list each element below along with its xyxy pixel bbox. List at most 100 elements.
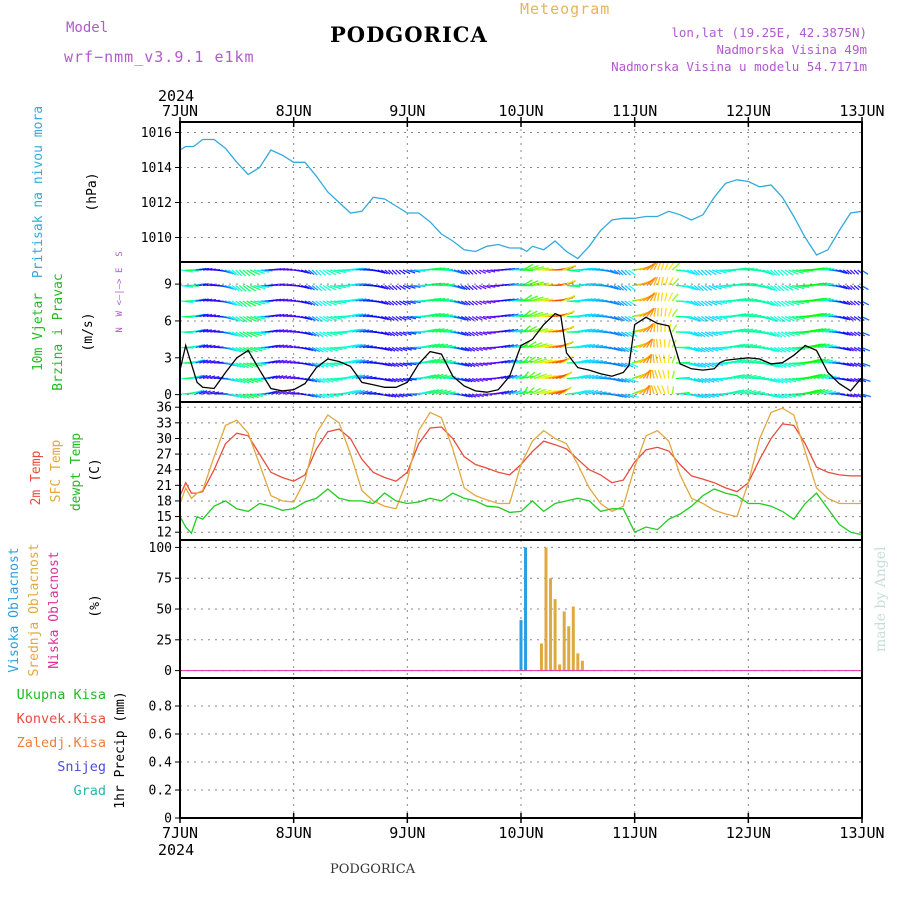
wind-arrow [522,371,529,379]
wind-arrow [652,354,655,364]
wind-arrow [697,331,706,338]
y-tick-label: 6 [164,314,172,329]
cloud-unit: (%) [88,594,103,617]
wind-arrow [464,269,471,275]
wind-arrow [708,346,719,352]
wind-arrow [206,360,216,364]
wind-arrow [253,300,266,305]
y-tick-label: 0.6 [149,728,172,743]
wind-arrow [308,362,317,368]
wind-arrow [839,284,848,290]
wind-arrow [435,374,448,380]
wind-arrow [242,284,251,292]
wind-arrow [697,377,707,384]
wind-arrow [304,331,313,336]
wind-arrow [628,346,638,353]
wind-arrow [810,312,824,318]
wind-arrow [424,389,436,395]
wind-arrow [238,269,246,277]
wind-arrow [780,300,790,307]
wind-arrow [617,393,627,399]
wind-arrow [617,300,625,307]
model-label: Model [66,20,109,36]
high-cloud-axis-label: Visoka Oblacnost [7,547,22,672]
temp2m-axis-label: 2m Temp [29,450,44,505]
wind-arrow [486,300,496,304]
wind-arrow [693,331,703,338]
wind-arrow [853,285,860,291]
wind-arrow [562,310,575,318]
wind_speed-line [179,312,863,393]
wind-arrow [471,393,480,398]
wind-arrow [380,315,389,321]
precip-legend-item: Grad [73,783,106,799]
wind-arrow [406,315,417,320]
wind-arrow [191,390,203,395]
wind-arrow [842,393,852,398]
wind-arrow [769,269,778,276]
wind-arrow [380,269,388,275]
wind-arrow [359,329,370,333]
wind-arrow [737,358,749,364]
wind-arrow [475,269,482,275]
wind-arrow [842,331,851,336]
wind-arrow [388,300,395,306]
wind-arrow [613,346,623,352]
wind-arrow [777,269,784,277]
wind-arrow [708,331,719,337]
wind-arrow [562,386,572,395]
wind-arrow [391,362,400,368]
wind-arrow [475,284,482,290]
x-tick-label-bottom: 13JUN [839,824,884,842]
wind-arrow [693,377,704,383]
wind-arrow [202,329,212,333]
wind-arrow [519,391,533,395]
wind-arrow [701,393,711,399]
wind-arrow [391,285,398,291]
wind-arrow [850,362,858,367]
wind-arrow [380,331,390,336]
wind-arrow [737,313,750,318]
wind-arrow [326,346,339,352]
wind-arrow [773,285,781,292]
wind-arrow [628,269,636,276]
wind-arrow [464,377,473,383]
wind-arrow [362,345,373,349]
wind-arrow [471,284,478,291]
wind-arrow [253,331,267,335]
wind-arrow [228,346,239,352]
wind-arrow [584,389,595,395]
wind-arrow [348,328,360,333]
wind-arrow [610,269,619,275]
wind-arrow [330,362,343,366]
wind-arrow [733,389,745,395]
wind-arrow [813,373,826,380]
wind-arrow [457,284,466,290]
y-tick-label: 30 [156,432,172,447]
wind-arrow [271,313,282,318]
wind-arrow [846,362,855,367]
wind-arrow [530,296,544,302]
wind-arrow [381,377,390,382]
wind-arrow [246,377,259,383]
wind-arrow [275,283,285,287]
wind-arrow [660,261,665,271]
wind-arrow [515,344,529,349]
wind-arrow [533,373,547,380]
wind-arrow [708,393,720,398]
wind-arrow [461,393,470,398]
wind-arrow [588,374,599,380]
wind-arrow [784,393,797,398]
wind-arrow [319,377,330,384]
wind-arrow [788,331,801,336]
wind-arrow [210,376,220,380]
wind-arrow [562,371,573,380]
wind-arrow [435,343,449,349]
wind-arrow [253,377,267,381]
wind-arrow [646,292,655,302]
wind-arrow [663,354,666,364]
wind-arrow [504,344,514,349]
wind-arrow [318,284,327,292]
wind-arrow [649,338,654,348]
wind-arrow [475,300,483,306]
